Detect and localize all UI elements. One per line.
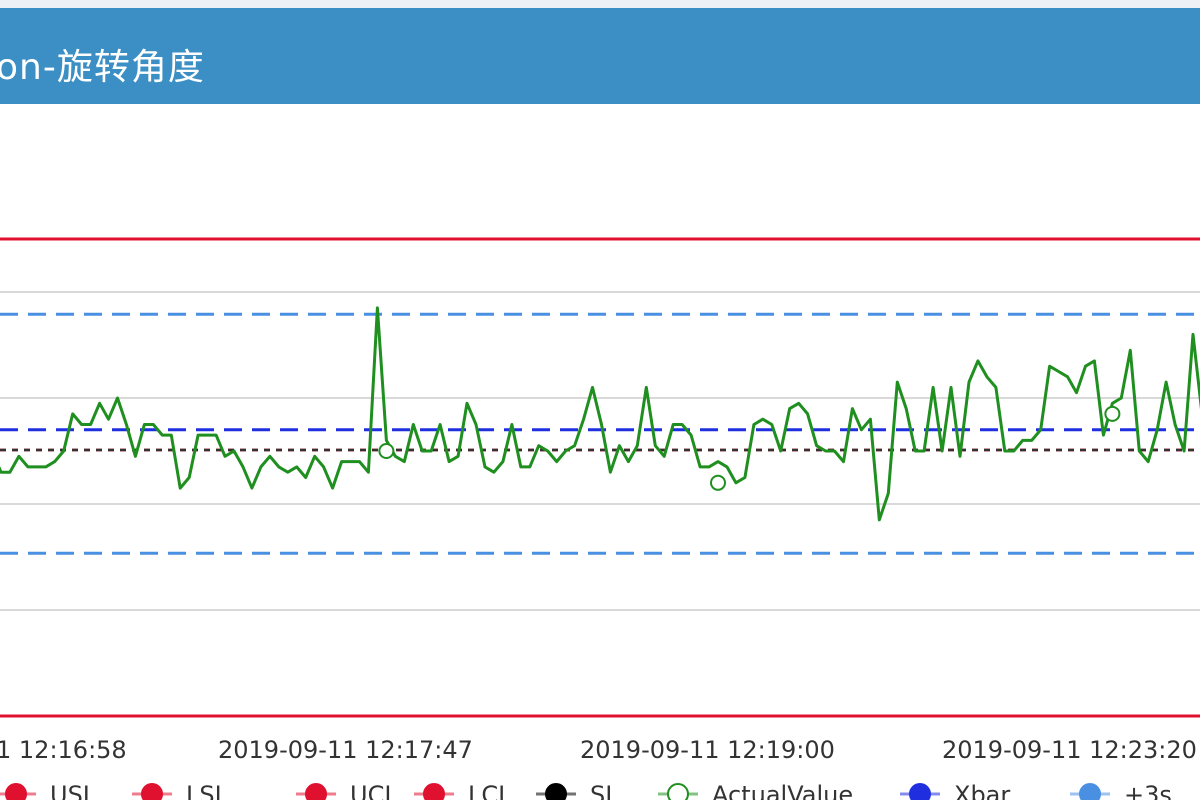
legend-label-1[interactable]: LSL [186, 781, 229, 800]
legend-marker-7[interactable] [1079, 783, 1101, 800]
series-line-actualvalue [0, 306, 1200, 522]
legend-label-6[interactable]: Xbar [954, 781, 1010, 800]
legend-marker-1[interactable] [141, 783, 163, 800]
legend-marker-6[interactable] [909, 783, 931, 800]
legend-label-3[interactable]: LCL [468, 781, 512, 800]
data-point-marker-2[interactable] [1104, 405, 1121, 422]
spc-chart: 1 12:16:58 2019-09-11 12:17:47 2019-09-11 … [0, 237, 1200, 800]
legend-marker-4[interactable] [545, 783, 567, 800]
legend-marker-5[interactable] [667, 783, 689, 800]
x-tick-label-2: 2019-09-11 12:19:00 [580, 736, 835, 764]
legend-label-0[interactable]: USL [50, 781, 97, 800]
data-point-marker-1[interactable] [710, 474, 726, 491]
x-tick-label-0: 1 12:16:58 [0, 736, 127, 764]
chart-title: on-旋转角度 [0, 47, 205, 88]
legend-label-2[interactable]: UCL [350, 781, 398, 800]
legend-label-7[interactable]: +3s [1124, 781, 1172, 800]
data-point-marker-0[interactable] [378, 443, 395, 459]
legend-marker-2[interactable] [305, 783, 327, 800]
legend-label-5[interactable]: ActualValue [712, 781, 853, 800]
top-strip [0, 0, 1200, 8]
x-tick-label-1: 2019-09-11 12:17:47 [218, 736, 473, 764]
chart-header: on-旋转角度 [0, 8, 1200, 104]
legend-marker-3[interactable] [423, 783, 445, 800]
legend-marker-0[interactable] [5, 783, 27, 800]
legend-label-4[interactable]: SL [590, 781, 619, 800]
x-tick-label-3: 2019-09-11 12:23:20 [942, 736, 1197, 764]
